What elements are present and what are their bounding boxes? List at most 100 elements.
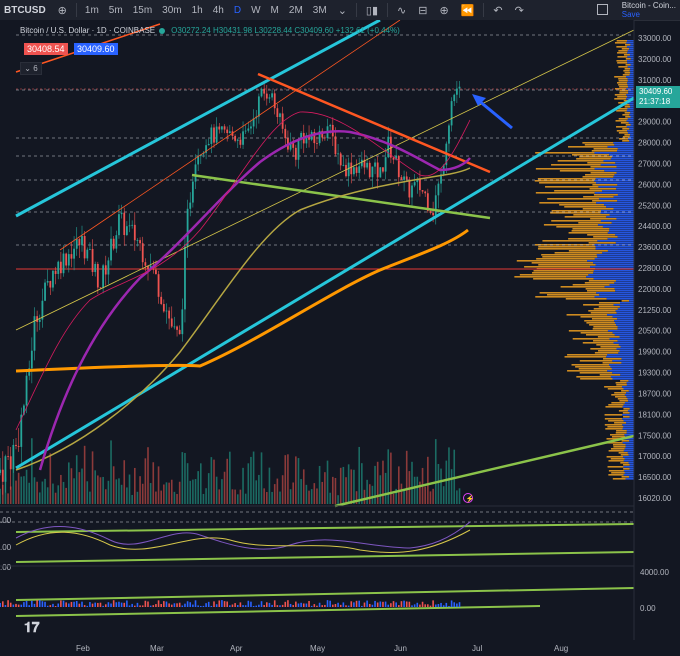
vp-bar <box>612 316 634 318</box>
y-tick-label: 25200.00 <box>638 201 672 210</box>
volume-bar <box>392 493 395 504</box>
osc-bar <box>355 600 358 607</box>
layout-icon[interactable] <box>597 4 608 15</box>
candle-body <box>419 179 421 191</box>
tradingview-logo-icon[interactable]: 𝟏𝟕 <box>24 620 40 636</box>
indicator-toggle[interactable]: ⌄ 6 <box>20 62 42 75</box>
sell-price-button[interactable]: 30408.54 <box>24 43 68 55</box>
osc-bar <box>281 604 284 607</box>
vp-bar <box>629 476 634 478</box>
replay-icon[interactable]: ⏪ <box>460 4 475 17</box>
vp-bar <box>623 416 630 418</box>
timeframe-m[interactable]: M <box>270 4 279 16</box>
redo-icon[interactable]: ↷ <box>514 4 524 17</box>
vp-bar <box>614 392 627 394</box>
osc-green-line-2 <box>15 551 635 563</box>
volume-bar <box>78 472 81 504</box>
price-chart[interactable]: ⚡ 33000.0032000.0031000.0030000.0029000.… <box>0 20 680 656</box>
candles-icon[interactable]: ▯▮ <box>365 4 379 17</box>
alert-icon[interactable]: ⊕ <box>439 4 449 17</box>
volume-bar <box>223 471 226 504</box>
timeframe-1h[interactable]: 1h <box>191 4 203 16</box>
long-green-trendline <box>334 434 635 508</box>
vp-bar <box>588 310 616 312</box>
timeframe-d[interactable]: D <box>233 4 242 16</box>
chevron-down-icon[interactable]: ⌄ <box>337 4 347 17</box>
volume-bar <box>181 452 184 504</box>
y-tick-label: 32000.00 <box>638 55 672 64</box>
volume-bar <box>266 492 268 504</box>
legend-ohlc: O30272.24 H30431.98 L30228.44 C30409.60 … <box>171 26 400 35</box>
volume-bar <box>363 489 366 504</box>
timeframe-3m[interactable]: 3M <box>312 4 327 16</box>
timeframe-w[interactable]: W <box>251 4 261 16</box>
volume-bar <box>36 481 38 504</box>
candle-body <box>424 191 427 194</box>
osc-bar <box>123 602 126 607</box>
candle-body <box>168 310 171 319</box>
osc-bar <box>411 605 413 607</box>
add-symbol-icon[interactable]: ⊕ <box>57 4 67 17</box>
vp-bar <box>621 48 630 50</box>
vp-bar <box>532 272 594 274</box>
volume-bar <box>302 469 305 504</box>
vp-bar <box>625 444 634 446</box>
vp-bar <box>616 166 634 168</box>
candle-body <box>133 224 136 241</box>
vp-bar <box>628 462 634 464</box>
lower-green-line-1 <box>15 587 635 601</box>
timeframe-30m[interactable]: 30m <box>162 4 182 16</box>
candle-body <box>263 88 266 94</box>
timeframe-15m[interactable]: 15m <box>132 4 153 16</box>
volume-bar <box>374 465 376 504</box>
vp-bar <box>628 400 634 402</box>
candle-body <box>384 157 387 172</box>
volume-bar <box>112 466 115 504</box>
osc-bar <box>252 605 255 607</box>
vp-bar <box>627 82 634 84</box>
vp-bar <box>595 248 634 250</box>
osc-bar <box>41 601 44 607</box>
timeframe-4h[interactable]: 4h <box>212 4 224 16</box>
undo-icon[interactable]: ↶ <box>493 4 503 17</box>
volume-bar <box>398 466 400 504</box>
layout-title[interactable]: Bitcoin - Coin... Save <box>621 1 676 19</box>
candle-body <box>400 177 403 180</box>
osc-bar <box>345 605 347 607</box>
candle-body <box>334 136 337 155</box>
volume-bar <box>75 455 78 504</box>
vp-bar <box>554 190 603 192</box>
vp-bar <box>614 42 627 44</box>
candle-body <box>46 281 49 283</box>
timeframe-5m[interactable]: 5m <box>108 4 123 16</box>
indicators-icon[interactable]: ∿ <box>397 4 407 17</box>
volume-bar <box>413 476 416 504</box>
candle-body <box>313 131 316 144</box>
vp-bar <box>624 434 634 436</box>
vp-bar <box>628 138 634 140</box>
vp-bar <box>568 146 608 148</box>
timeframe-2m[interactable]: 2M <box>288 4 303 16</box>
volume-bar <box>244 493 247 504</box>
symbol-search[interactable]: BTCUSD <box>4 4 46 16</box>
buy-price-button[interactable]: 30409.60 <box>74 43 118 55</box>
vp-bar <box>583 196 614 198</box>
osc-bar <box>134 605 136 607</box>
chart-legend[interactable]: Bitcoin / U.S. Dollar · 1D · COINBASE O3… <box>20 26 400 35</box>
candle-body <box>273 93 276 109</box>
osc-bar <box>38 600 41 607</box>
osc-bar <box>49 605 52 607</box>
vp-bar <box>622 128 630 130</box>
volume-bar <box>318 465 321 504</box>
volume-bar <box>347 464 350 504</box>
vp-bar <box>627 130 634 132</box>
vp-bar <box>593 340 618 342</box>
candle-body <box>260 88 263 97</box>
templates-icon[interactable]: ⊟ <box>418 4 428 17</box>
vp-bar <box>592 184 618 186</box>
timeframe-1m[interactable]: 1m <box>84 4 99 16</box>
vp-bar <box>612 378 634 380</box>
candle-body <box>271 93 273 98</box>
vp-bar <box>611 472 625 474</box>
candle-body <box>358 166 361 173</box>
